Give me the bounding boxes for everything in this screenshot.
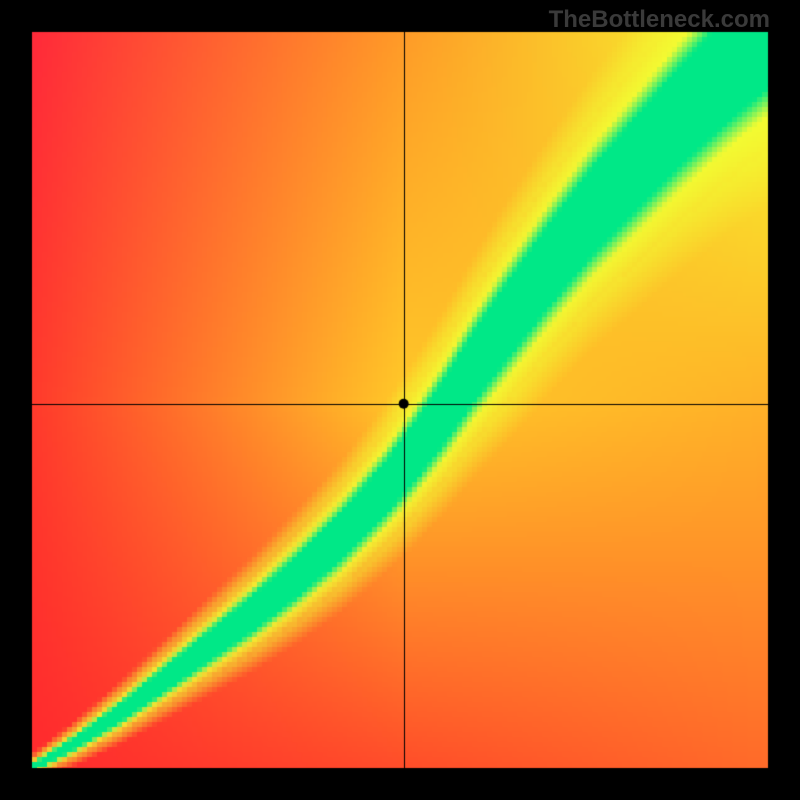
source-watermark: TheBottleneck.com: [549, 6, 770, 34]
chart-container: TheBottleneck.com: [0, 0, 800, 800]
heatmap-canvas: [0, 0, 800, 800]
